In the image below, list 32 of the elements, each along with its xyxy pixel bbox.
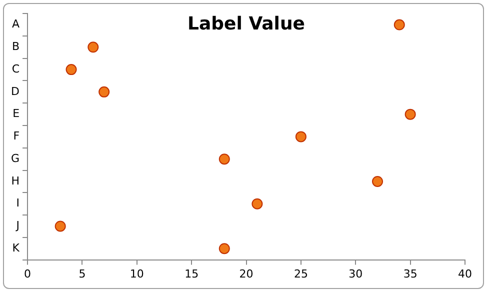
point [394,19,405,30]
point [252,198,263,210]
x-tick-label: 15 [184,267,199,280]
point [88,42,99,53]
point [98,86,110,98]
chart-title: Label Value [188,13,305,34]
y-tick-label: J [15,219,20,232]
y-tick-label: G [10,152,20,165]
y-tick-label: D [11,84,20,98]
y-tick-label: E [12,107,20,120]
x-tick-label: 40 [458,267,472,280]
point [66,64,77,76]
x-tick-label: 25 [294,267,308,280]
y-tick-label: B [12,40,20,54]
point [404,108,416,120]
point [295,131,306,142]
point [218,154,230,165]
y-tick-label: A [12,18,20,31]
y-tick-label: K [12,241,20,254]
x-tick-label: 10 [130,267,144,280]
y-tick-label: F [13,130,20,143]
point [372,176,384,187]
point [54,220,66,232]
point [218,243,230,254]
y-tick-label: H [11,174,20,188]
x-tick-label: 5 [78,267,86,280]
y-tick-label: I [16,196,20,210]
x-tick-label: 20 [239,267,254,280]
x-tick-label: 0 [24,267,32,280]
y-tick-label: C [12,62,20,76]
x-tick-label: 35 [403,267,418,280]
x-tick-label: 30 [348,267,363,280]
